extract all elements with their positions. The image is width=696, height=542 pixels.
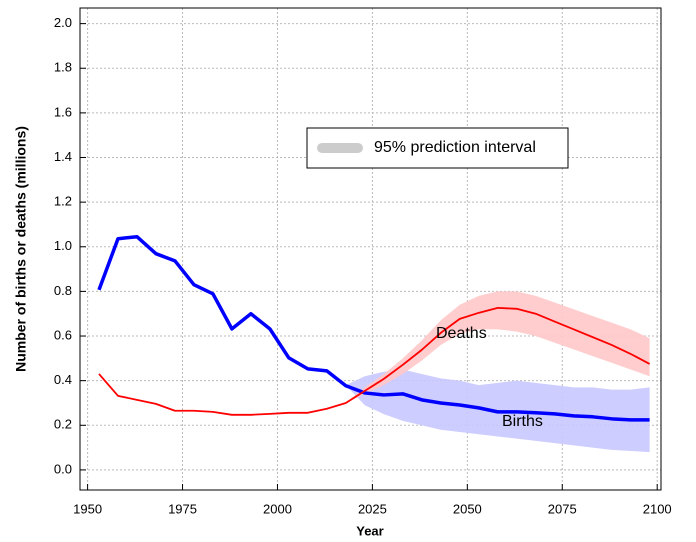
prediction-band — [345, 291, 650, 403]
x-tick-label: 2075 — [548, 501, 577, 516]
x-tick-label: 2050 — [453, 501, 482, 516]
x-tick-label: 2100 — [643, 501, 672, 516]
y-tick-label: 2.0 — [54, 15, 72, 30]
x-tick-label: 1950 — [73, 501, 102, 516]
y-tick-label: 0.8 — [54, 283, 72, 298]
y-tick-label: 1.4 — [54, 149, 72, 164]
y-tick-label: 0.0 — [54, 461, 72, 476]
y-tick-label: 1.8 — [54, 60, 72, 75]
y-axis-label: Number of births or deaths (millions) — [13, 126, 29, 372]
y-tick-label: 0.2 — [54, 417, 72, 432]
y-tick-label: 0.4 — [54, 372, 72, 387]
x-tick-label: 1975 — [168, 501, 197, 516]
series-annotation: Births — [502, 413, 543, 430]
x-axis-label: Year — [356, 523, 383, 538]
series-annotation: Deaths — [436, 325, 487, 342]
plot-frame — [79, 7, 662, 491]
series-line — [97, 234, 650, 422]
y-tick-label: 1.0 — [54, 238, 72, 253]
plot-area — [80, 8, 661, 490]
x-tick-label: 2000 — [263, 501, 292, 516]
y-tick-label: 1.6 — [54, 104, 72, 119]
legend-label: 95% prediction interval — [374, 139, 536, 156]
x-tick-label: 2025 — [358, 501, 387, 516]
y-tick-label: 0.6 — [54, 327, 72, 342]
series-line — [98, 307, 651, 416]
y-tick-label: 1.2 — [54, 194, 72, 209]
